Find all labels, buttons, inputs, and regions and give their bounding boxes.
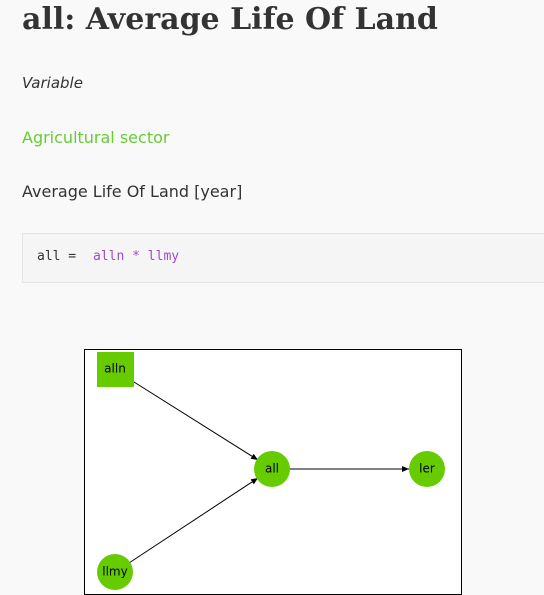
node-label: all (265, 462, 279, 476)
title: all: Average Life Of Land (22, 2, 438, 37)
node[interactable] (409, 451, 445, 487)
edge (133, 381, 259, 461)
node-label: ler (419, 462, 435, 476)
node-label: llmy (102, 565, 127, 579)
equation-box: all = alln * llmy (22, 233, 544, 283)
equation-rhs: alln * llmy (93, 249, 180, 264)
description: Average Life Of Land [year] (22, 182, 243, 201)
node[interactable] (97, 554, 133, 590)
node[interactable] (97, 352, 134, 387)
node[interactable] (254, 451, 290, 487)
equation-lhs: all = (37, 249, 77, 264)
sector-link[interactable]: Agricultural sector (22, 128, 170, 147)
node-label: alln (104, 362, 126, 376)
edge (128, 477, 259, 564)
dependency-graph: alln all ler llmy (84, 349, 462, 595)
kind: Variable (22, 74, 83, 92)
